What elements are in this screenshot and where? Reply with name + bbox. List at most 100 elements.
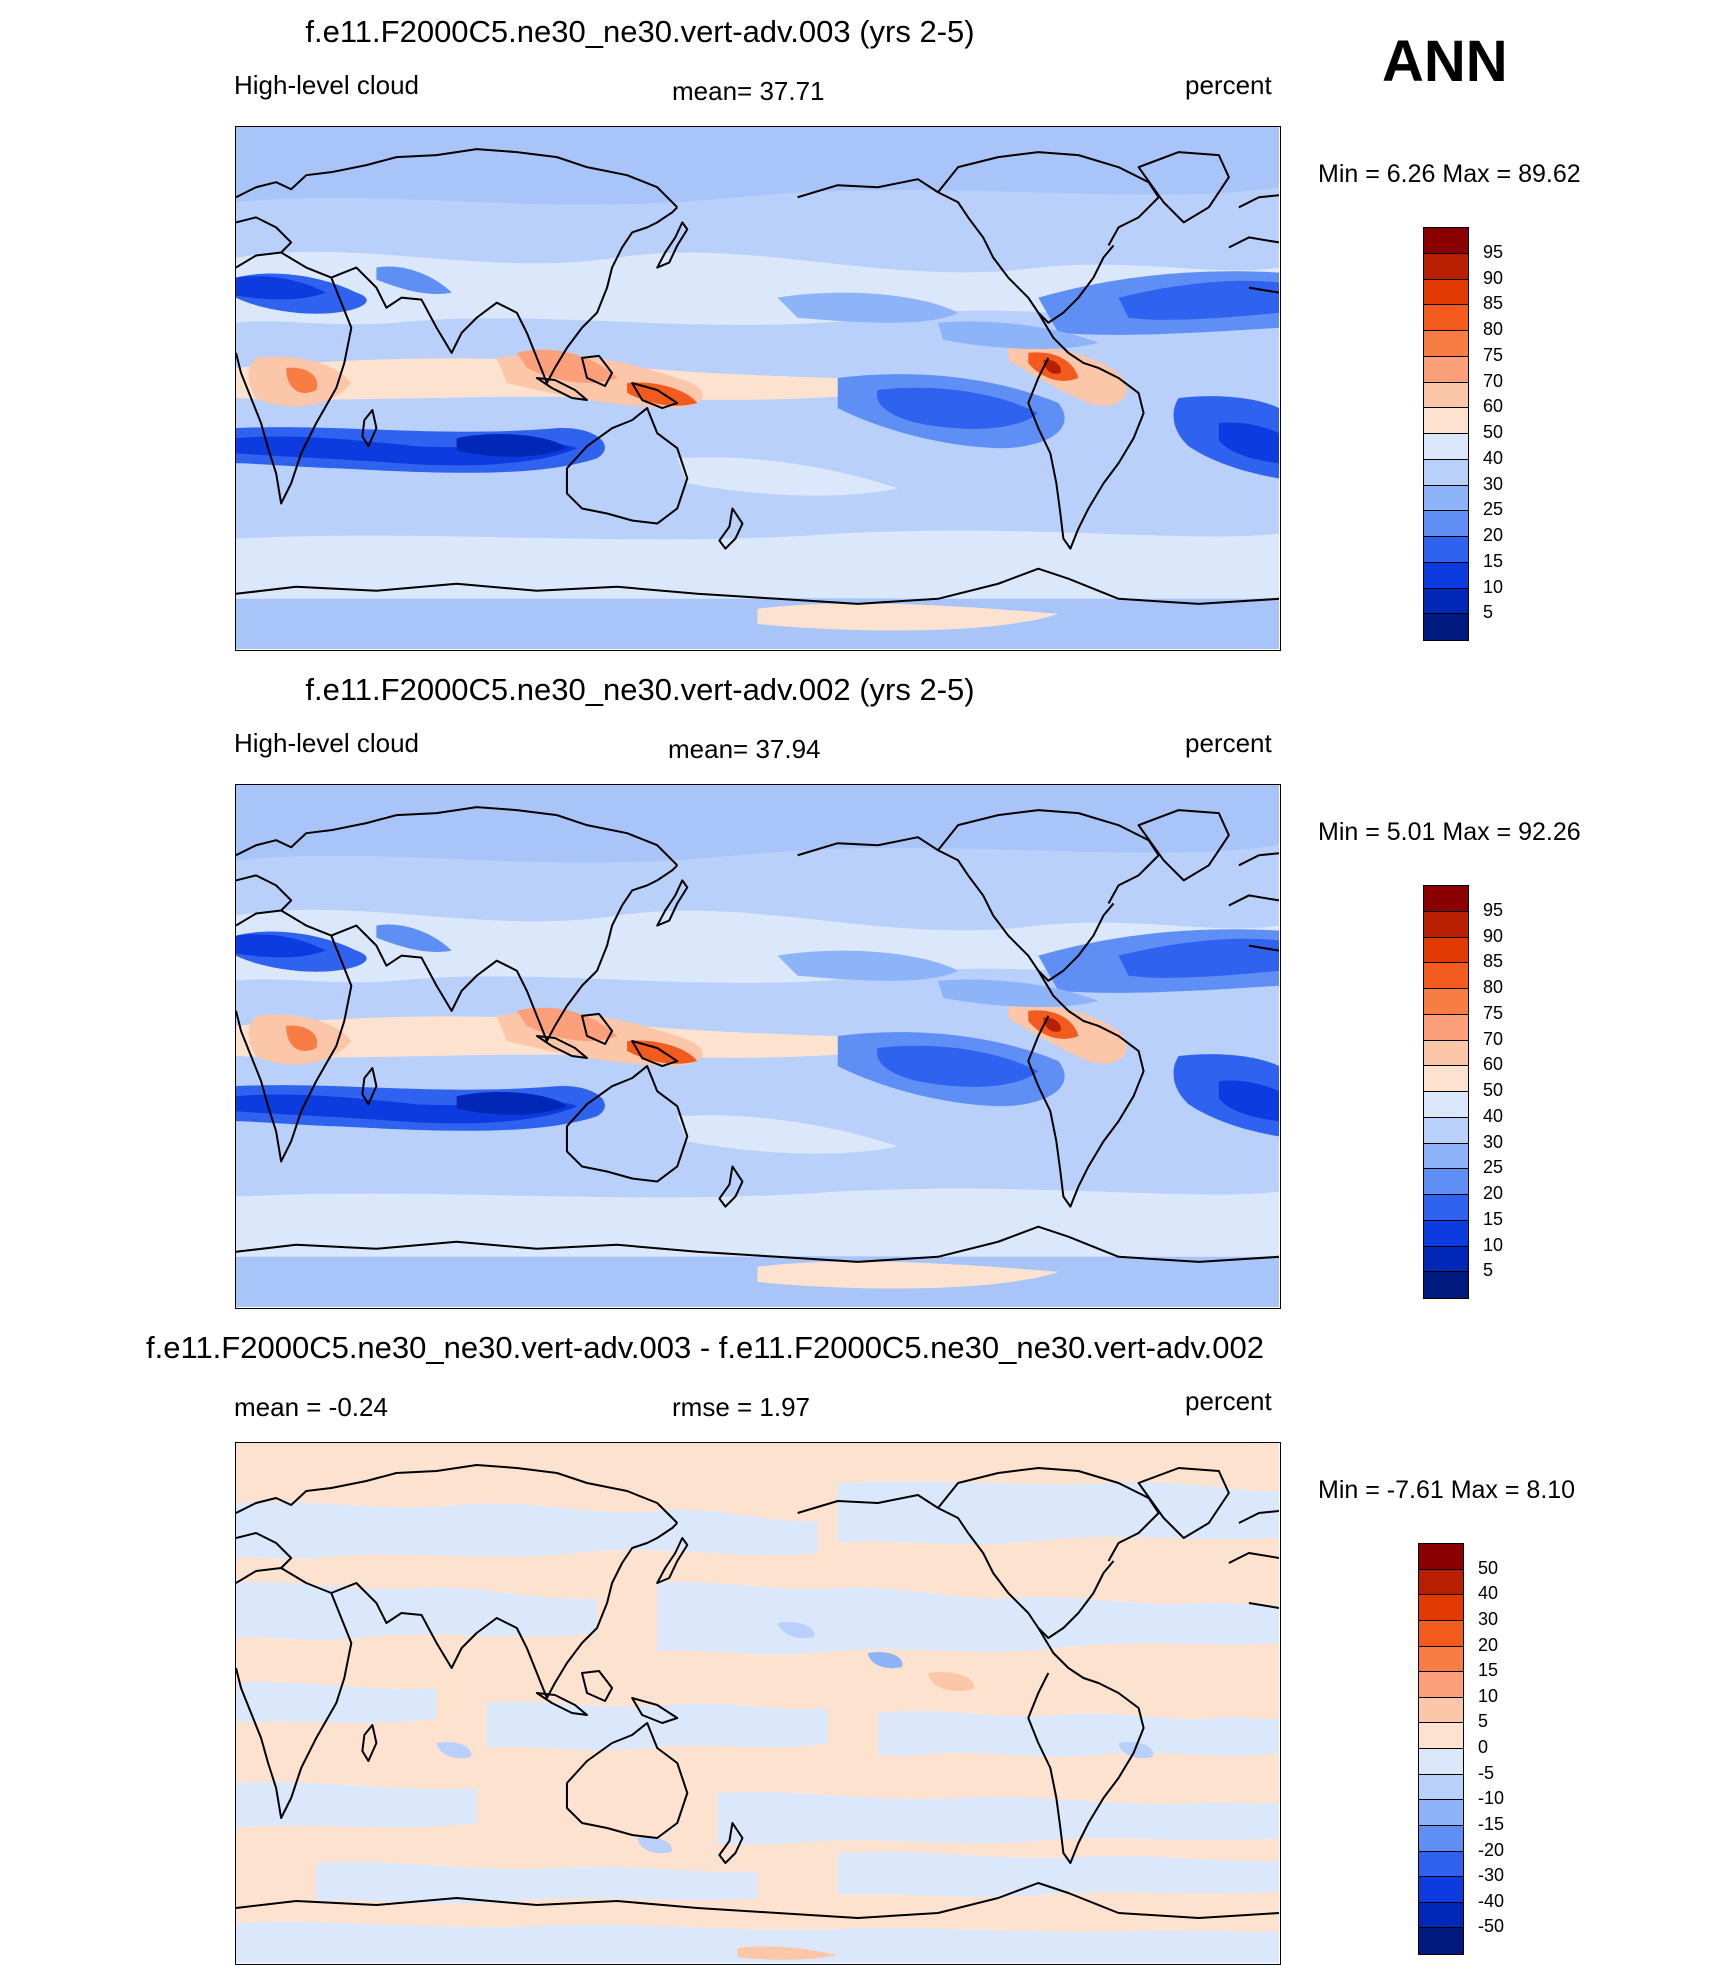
panel-2-map	[235, 784, 1281, 1309]
colorbar-segment	[1419, 1825, 1463, 1852]
colorbar-segment	[1419, 1877, 1463, 1903]
colorbar-tick-label: 70	[1483, 370, 1504, 391]
colorbar-segment	[1419, 1749, 1463, 1775]
colorbar-tick-label: -50	[1478, 1916, 1505, 1937]
colorbar-segment	[1424, 228, 1468, 254]
colorbar-segment	[1424, 614, 1468, 640]
colorbar-segment	[1419, 1902, 1463, 1929]
panel-3-map-svg	[236, 1443, 1279, 1963]
colorbar-tick-label: 95	[1483, 899, 1504, 920]
colorbar-tick-label: 15	[1483, 1208, 1504, 1229]
colorbar-segment	[1424, 382, 1468, 409]
colorbar-tick-label: 50	[1483, 422, 1504, 442]
panel-2-variable-label: High-level cloud	[234, 728, 419, 758]
colorbar-tick-label: -40	[1478, 1890, 1505, 1911]
colorbar-segment	[1424, 1272, 1468, 1298]
colorbar-tick-label: 20	[1483, 1183, 1504, 1203]
panel-2-colorbar	[1423, 885, 1469, 1299]
panel-1-minmax: Min = 6.26 Max = 89.62	[1318, 160, 1581, 188]
colorbar-tick-label: 30	[1478, 1608, 1499, 1629]
panel-3-mean-label: mean = -0.24	[234, 1392, 388, 1422]
colorbar-segment	[1424, 1143, 1468, 1170]
colorbar-tick-label: 30	[1483, 1131, 1504, 1152]
panel-2-map-svg	[236, 785, 1279, 1307]
colorbar-tick-label: -5	[1478, 1762, 1495, 1783]
colorbar-tick-label: 40	[1478, 1583, 1499, 1604]
colorbar-tick-label: 80	[1483, 977, 1504, 997]
panel-1-units-label: percent	[1185, 70, 1272, 100]
colorbar-tick-label: 10	[1483, 576, 1504, 597]
colorbar-tick-label: 5	[1483, 602, 1494, 623]
colorbar-segment	[1419, 1646, 1463, 1673]
colorbar-tick-label: 30	[1483, 473, 1504, 494]
colorbar-segment	[1419, 1569, 1463, 1596]
colorbar-segment	[1419, 1928, 1463, 1954]
colorbar-segment	[1419, 1544, 1463, 1570]
colorbar-segment	[1424, 408, 1468, 434]
colorbar-segment	[1424, 1066, 1468, 1092]
colorbar-segment	[1424, 434, 1468, 460]
colorbar-segment	[1419, 1723, 1463, 1749]
colorbar-tick-label: 60	[1483, 1054, 1504, 1075]
colorbar-tick-label: 75	[1483, 344, 1504, 365]
colorbar-segment	[1424, 588, 1468, 615]
colorbar-tick-label: 0	[1478, 1737, 1489, 1757]
colorbar-segment	[1424, 963, 1468, 989]
colorbar-segment	[1419, 1697, 1463, 1724]
colorbar-tick-label: 10	[1478, 1685, 1499, 1706]
colorbar-tick-label: 5	[1483, 1260, 1494, 1281]
panel-3-units-label: percent	[1185, 1386, 1272, 1416]
panel-1-map-svg	[236, 127, 1279, 649]
colorbar-tick-label: 90	[1483, 267, 1504, 288]
colorbar-segment	[1419, 1774, 1463, 1801]
colorbar-segment	[1424, 911, 1468, 938]
panel-1-colorbar	[1423, 227, 1469, 641]
colorbar-tick-label: 85	[1483, 293, 1504, 314]
colorbar-segment	[1419, 1800, 1463, 1826]
colorbar-segment	[1424, 1246, 1468, 1273]
colorbar-tick-label: 95	[1483, 241, 1504, 262]
colorbar-tick-label: -20	[1478, 1839, 1505, 1860]
colorbar-segment	[1424, 1195, 1468, 1221]
colorbar-tick-label: 40	[1483, 447, 1504, 468]
colorbar-segment	[1424, 1092, 1468, 1118]
colorbar-tick-label: 75	[1483, 1002, 1504, 1023]
panel-1-variable-label: High-level cloud	[234, 70, 419, 100]
colorbar-tick-label: 80	[1483, 319, 1504, 339]
colorbar-tick-label: -10	[1478, 1788, 1505, 1809]
panel-1-map	[235, 126, 1281, 651]
colorbar-tick-label: 85	[1483, 951, 1504, 972]
colorbar-segment	[1419, 1595, 1463, 1621]
colorbar-tick-label: 50	[1483, 1080, 1504, 1100]
colorbar-segment	[1419, 1620, 1463, 1647]
colorbar-tick-label: 15	[1478, 1660, 1499, 1681]
colorbar-segment	[1424, 356, 1468, 383]
colorbar-tick-label: 60	[1483, 396, 1504, 417]
colorbar-segment	[1424, 253, 1468, 280]
colorbar-tick-label: 90	[1483, 925, 1504, 946]
panel-2-title: f.e11.F2000C5.ne30_ne30.vert-adv.002 (yr…	[305, 672, 975, 707]
colorbar-tick-label: 10	[1483, 1234, 1504, 1255]
panel-2-units-label: percent	[1185, 728, 1272, 758]
colorbar-tick-label: -30	[1478, 1865, 1505, 1886]
colorbar-segment	[1424, 1220, 1468, 1247]
colorbar-segment	[1419, 1851, 1463, 1878]
panel-1-mean-label: mean= 37.71	[672, 76, 825, 106]
colorbar-segment	[1424, 537, 1468, 563]
colorbar-segment	[1424, 305, 1468, 331]
colorbar-tick-label: 20	[1478, 1634, 1499, 1655]
panel-3-minmax: Min = -7.61 Max = 8.10	[1318, 1476, 1576, 1504]
colorbar-tick-label: 15	[1483, 550, 1504, 571]
panel-2-mean-label: mean= 37.94	[668, 734, 821, 764]
colorbar-segment	[1424, 485, 1468, 512]
panel-1-title: f.e11.F2000C5.ne30_ne30.vert-adv.003 (yr…	[305, 14, 975, 49]
colorbar-segment	[1424, 937, 1468, 964]
panel-3-map	[235, 1442, 1281, 1965]
panel-3-rmse-label: rmse = 1.97	[672, 1392, 811, 1422]
colorbar-segment	[1424, 1014, 1468, 1041]
colorbar-segment	[1424, 989, 1468, 1015]
colorbar-tick-label: 5	[1478, 1711, 1489, 1732]
colorbar-segment	[1424, 1117, 1468, 1144]
colorbar-segment	[1419, 1672, 1463, 1698]
colorbar-segment	[1424, 1040, 1468, 1067]
